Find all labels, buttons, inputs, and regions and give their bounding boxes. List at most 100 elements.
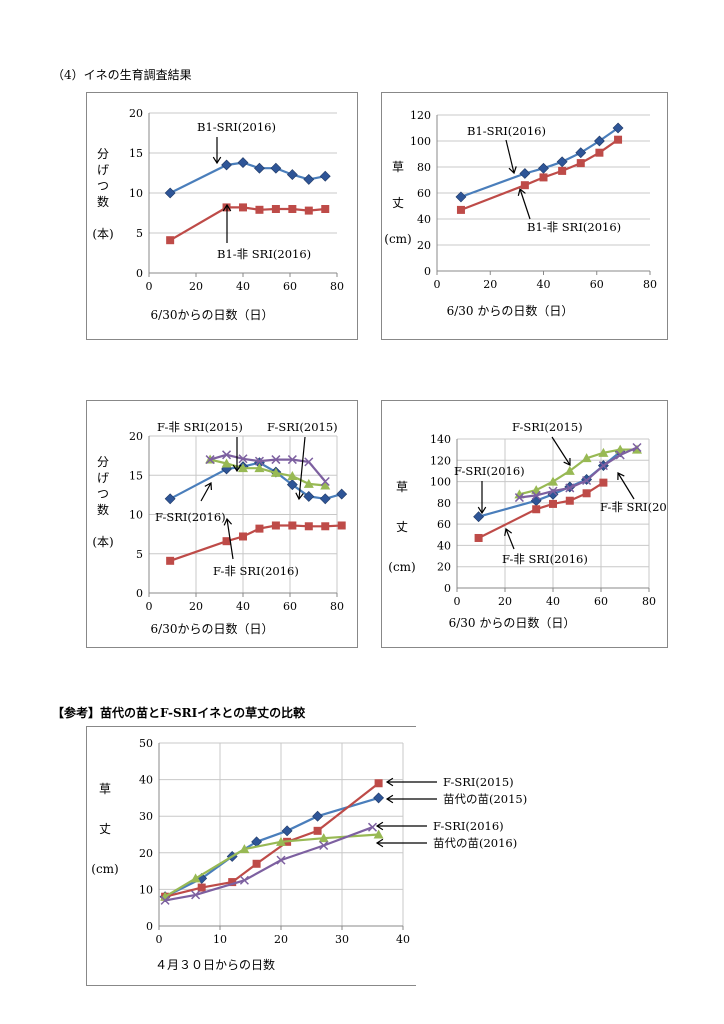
y-tick-label: 20 xyxy=(417,239,431,252)
y-axis-label-char: 分 xyxy=(97,147,109,161)
reference-title: 【参考】苗代の苗とF-SRIイネとの草丈の比較 xyxy=(52,706,306,720)
y-axis-label-char: 丈 xyxy=(99,822,111,836)
data-point xyxy=(286,479,298,491)
annotation-arrow xyxy=(505,139,515,174)
y-tick-label: 10 xyxy=(129,187,143,200)
y-tick-label: 15 xyxy=(129,469,143,482)
series-annotation-label: 苗代の苗(2015) xyxy=(443,792,527,806)
data-point xyxy=(558,166,567,175)
data-point xyxy=(548,486,558,496)
data-point xyxy=(276,836,286,846)
series-line xyxy=(460,127,619,198)
data-point xyxy=(321,522,330,531)
series-line xyxy=(164,826,373,902)
data-point xyxy=(254,456,264,466)
data-point xyxy=(373,792,385,804)
data-point xyxy=(222,537,231,546)
arrow-head xyxy=(617,472,625,481)
y-tick-label: 0 xyxy=(444,582,451,595)
data-point xyxy=(303,491,315,502)
series-line xyxy=(169,206,326,242)
data-point xyxy=(288,205,297,213)
data-point xyxy=(575,147,587,159)
x-tick-label: 0 xyxy=(146,280,153,293)
data-point xyxy=(321,205,330,213)
data-point xyxy=(228,878,237,887)
data-point xyxy=(221,159,232,171)
annotation-arrow xyxy=(519,188,531,220)
x-axis-label: 6/30からの日数（日） xyxy=(151,307,274,322)
data-point xyxy=(320,480,331,490)
data-point xyxy=(304,206,313,215)
data-point xyxy=(164,187,176,199)
series-annotation-label: F-非 SRI(2016) xyxy=(213,564,299,578)
x-tick-label: 20 xyxy=(483,278,497,291)
arrow-head xyxy=(563,457,571,466)
data-point xyxy=(288,521,297,530)
arrow-head xyxy=(375,821,384,831)
series-3 xyxy=(160,822,378,905)
arrow-head xyxy=(504,527,513,536)
data-point xyxy=(237,157,249,169)
x-tick-label: 80 xyxy=(330,280,344,293)
data-point xyxy=(271,205,280,213)
series-line xyxy=(209,453,327,483)
chart-seedling-height-svg: 0 10 20 30 40 50 0 10 20 30 40 草丈 (cm) ４月３０日からの日数 F-SR… xyxy=(91,737,527,972)
data-point xyxy=(373,829,384,839)
y-tick-label: 0 xyxy=(424,265,431,278)
y-axis-label-char: 草 xyxy=(396,480,408,494)
data-point xyxy=(270,467,281,477)
data-point xyxy=(615,444,626,454)
data-point xyxy=(287,455,297,465)
y-tick-label: 40 xyxy=(417,213,431,226)
data-point xyxy=(538,162,549,174)
arrow-head xyxy=(223,517,233,526)
x-tick-label: 40 xyxy=(546,595,560,608)
data-point xyxy=(582,475,592,486)
data-point xyxy=(239,844,250,854)
series-annotation-label: F-SRI(2016) xyxy=(155,510,226,524)
x-tick-label: 20 xyxy=(274,933,288,946)
series-0 xyxy=(455,122,624,203)
y-axis-label-char: つ xyxy=(97,179,109,193)
chart-b1-height-svg: 0 20 40 60 80 100 120 0 20 40 60 80 草丈 (cm) 6/30 からの日数… xyxy=(384,109,657,318)
data-point xyxy=(190,873,201,883)
chart-seedling-height: 0 10 20 30 40 50 0 10 20 30 40 草丈 (cm) ４月３０日からの日数 F-SR… xyxy=(86,726,527,986)
data-point xyxy=(304,457,314,467)
chart-f-height: 0 20 40 60 80 100 120 140 0 20 40 60 80 草丈 (cm) 6/30 から… xyxy=(381,400,668,648)
series-annotation-label: B1-非 SRI(2016) xyxy=(527,220,621,234)
data-point xyxy=(303,478,314,488)
x-tick-label: 40 xyxy=(236,600,250,613)
data-point xyxy=(287,471,298,481)
data-point xyxy=(614,135,623,144)
arrow-head xyxy=(508,166,517,175)
data-point xyxy=(271,455,281,465)
arrow-head xyxy=(517,187,526,196)
y-tick-label: 140 xyxy=(430,433,451,446)
y-axis-label-char: 分 xyxy=(97,455,109,469)
data-point xyxy=(222,450,232,460)
arrow-head xyxy=(477,506,487,515)
y-tick-label: 60 xyxy=(417,187,431,200)
y-tick-label: 80 xyxy=(437,497,451,510)
series-annotation-label: 苗代の苗(2016) xyxy=(433,836,517,850)
y-tick-label: 50 xyxy=(139,737,153,750)
data-point xyxy=(556,156,568,168)
arrow-head xyxy=(375,838,384,848)
x-tick-label: 60 xyxy=(283,600,297,613)
arrow-head xyxy=(385,777,394,787)
y-axis-label-char: つ xyxy=(97,487,109,501)
series-annotation-label: F-非 SRI(2015) xyxy=(600,500,667,514)
data-point xyxy=(455,191,467,203)
arrow-head xyxy=(385,794,394,804)
x-tick-label: 80 xyxy=(643,278,657,291)
y-tick-label: 10 xyxy=(139,883,153,896)
x-tick-label: 0 xyxy=(146,600,153,613)
x-tick-label: 60 xyxy=(594,595,608,608)
y-tick-label: 5 xyxy=(136,227,143,240)
y-axis-label-char: (本) xyxy=(92,227,113,241)
y-axis-label-char: 丈 xyxy=(392,196,404,210)
data-point xyxy=(319,170,331,182)
arrow-head xyxy=(232,464,242,473)
